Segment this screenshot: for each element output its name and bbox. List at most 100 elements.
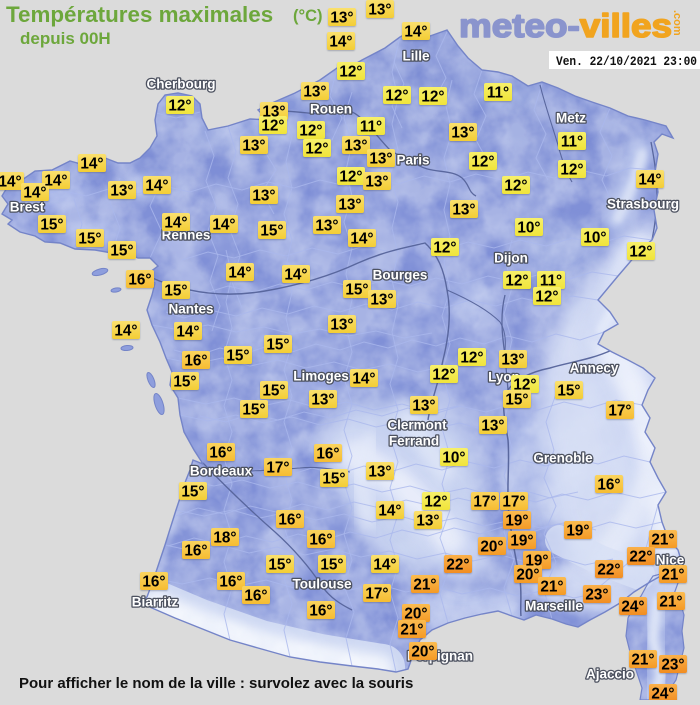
svg-text:12°: 12° xyxy=(305,140,328,157)
svg-text:12°: 12° xyxy=(339,63,362,80)
svg-text:Ferrand: Ferrand xyxy=(389,434,439,449)
svg-text:12°: 12° xyxy=(432,366,455,383)
svg-text:18°: 18° xyxy=(213,529,236,546)
svg-text:16°: 16° xyxy=(597,476,620,493)
svg-text:12°: 12° xyxy=(560,161,583,178)
svg-text:16°: 16° xyxy=(278,511,301,528)
svg-text:11°: 11° xyxy=(540,272,562,289)
svg-text:19°: 19° xyxy=(510,532,533,549)
svg-text:12°: 12° xyxy=(421,88,444,105)
svg-text:16°: 16° xyxy=(309,602,332,619)
svg-text:12°: 12° xyxy=(339,168,362,185)
svg-text:14°: 14° xyxy=(212,216,235,233)
svg-text:10°: 10° xyxy=(517,219,540,236)
svg-text:13°: 13° xyxy=(368,463,391,480)
svg-text:15°: 15° xyxy=(40,216,63,233)
svg-text:10°: 10° xyxy=(442,449,465,466)
svg-text:14°: 14° xyxy=(329,33,352,50)
svg-text:Pour afficher le nom de la vil: Pour afficher le nom de la ville : survo… xyxy=(19,675,413,692)
svg-text:16°: 16° xyxy=(142,573,165,590)
svg-text:14°: 14° xyxy=(350,230,373,247)
svg-text:21°: 21° xyxy=(400,621,423,638)
svg-text:15°: 15° xyxy=(262,382,285,399)
svg-text:12°: 12° xyxy=(424,493,447,510)
svg-text:15°: 15° xyxy=(226,347,249,364)
svg-text:13°: 13° xyxy=(311,391,334,408)
svg-text:13°: 13° xyxy=(252,187,275,204)
svg-text:Metz: Metz xyxy=(556,111,586,126)
svg-text:21°: 21° xyxy=(651,531,674,548)
svg-text:24°: 24° xyxy=(651,685,674,700)
svg-text:17°: 17° xyxy=(608,402,631,419)
svg-text:12°: 12° xyxy=(261,117,284,134)
svg-text:17°: 17° xyxy=(473,493,496,510)
svg-text:16°: 16° xyxy=(209,444,232,461)
svg-text:Dijon: Dijon xyxy=(494,251,528,266)
svg-text:13°: 13° xyxy=(344,137,367,154)
svg-text:14°: 14° xyxy=(114,322,137,339)
svg-text:13°: 13° xyxy=(330,316,353,333)
svg-text:12°: 12° xyxy=(513,376,536,393)
svg-text:Marseille: Marseille xyxy=(525,599,583,614)
svg-text:Températures maximales: Températures maximales xyxy=(6,2,273,27)
svg-text:14°: 14° xyxy=(0,173,22,190)
svg-text:14°: 14° xyxy=(145,177,168,194)
svg-text:13°: 13° xyxy=(242,137,265,154)
svg-text:17°: 17° xyxy=(502,493,525,510)
svg-text:Toulouse: Toulouse xyxy=(293,577,352,592)
svg-text:15°: 15° xyxy=(505,391,528,408)
svg-text:14°: 14° xyxy=(164,214,187,231)
svg-text:20°: 20° xyxy=(480,538,503,555)
svg-text:21°: 21° xyxy=(661,566,684,583)
svg-text:15°: 15° xyxy=(110,242,133,259)
svg-text:12°: 12° xyxy=(433,239,456,256)
svg-text:15°: 15° xyxy=(242,401,265,418)
svg-text:15°: 15° xyxy=(164,282,187,299)
svg-text:13°: 13° xyxy=(330,9,353,26)
svg-text:13°: 13° xyxy=(370,291,393,308)
svg-text:Ven. 22/10/2021 23:00: Ven. 22/10/2021 23:00 xyxy=(556,54,697,69)
svg-text:23°: 23° xyxy=(585,586,608,603)
svg-text:20°: 20° xyxy=(411,643,434,660)
svg-text:Cherbourg: Cherbourg xyxy=(147,77,216,92)
svg-text:12°: 12° xyxy=(505,272,528,289)
svg-text:meteo-villes: meteo-villes xyxy=(459,7,672,44)
svg-text:13°: 13° xyxy=(452,201,475,218)
svg-text:Strasbourg: Strasbourg xyxy=(607,197,679,212)
svg-text:22°: 22° xyxy=(446,556,469,573)
svg-text:Annecy: Annecy xyxy=(570,361,619,376)
svg-text:Bourges: Bourges xyxy=(373,268,428,283)
svg-text:21°: 21° xyxy=(413,576,436,593)
svg-text:12°: 12° xyxy=(471,153,494,170)
svg-text:13°: 13° xyxy=(303,83,326,100)
svg-text:14°: 14° xyxy=(404,23,427,40)
svg-text:13°: 13° xyxy=(262,103,285,120)
svg-text:14°: 14° xyxy=(352,370,375,387)
svg-text:14°: 14° xyxy=(44,172,67,189)
svg-text:23°: 23° xyxy=(661,656,684,673)
svg-text:13°: 13° xyxy=(338,196,361,213)
svg-text:17°: 17° xyxy=(365,585,388,602)
svg-text:13°: 13° xyxy=(110,182,133,199)
svg-text:Paris: Paris xyxy=(396,153,429,168)
svg-text:Clermont: Clermont xyxy=(387,418,447,433)
svg-text:14°: 14° xyxy=(23,184,46,201)
svg-text:.com: .com xyxy=(671,10,683,36)
svg-text:12°: 12° xyxy=(385,87,408,104)
svg-text:Biarritz: Biarritz xyxy=(132,595,179,610)
svg-text:12°: 12° xyxy=(299,122,322,139)
svg-text:12°: 12° xyxy=(504,177,527,194)
svg-text:13°: 13° xyxy=(412,397,435,414)
svg-text:15°: 15° xyxy=(181,483,204,500)
svg-text:16°: 16° xyxy=(184,542,207,559)
svg-text:(°C): (°C) xyxy=(293,7,323,25)
svg-text:11°: 11° xyxy=(360,118,382,135)
svg-text:13°: 13° xyxy=(481,417,504,434)
svg-text:12°: 12° xyxy=(535,288,558,305)
svg-text:22°: 22° xyxy=(597,561,620,578)
svg-text:15°: 15° xyxy=(322,470,345,487)
svg-text:15°: 15° xyxy=(78,230,101,247)
svg-text:15°: 15° xyxy=(268,556,291,573)
svg-text:Bordeaux: Bordeaux xyxy=(190,464,253,479)
svg-text:15°: 15° xyxy=(173,373,196,390)
